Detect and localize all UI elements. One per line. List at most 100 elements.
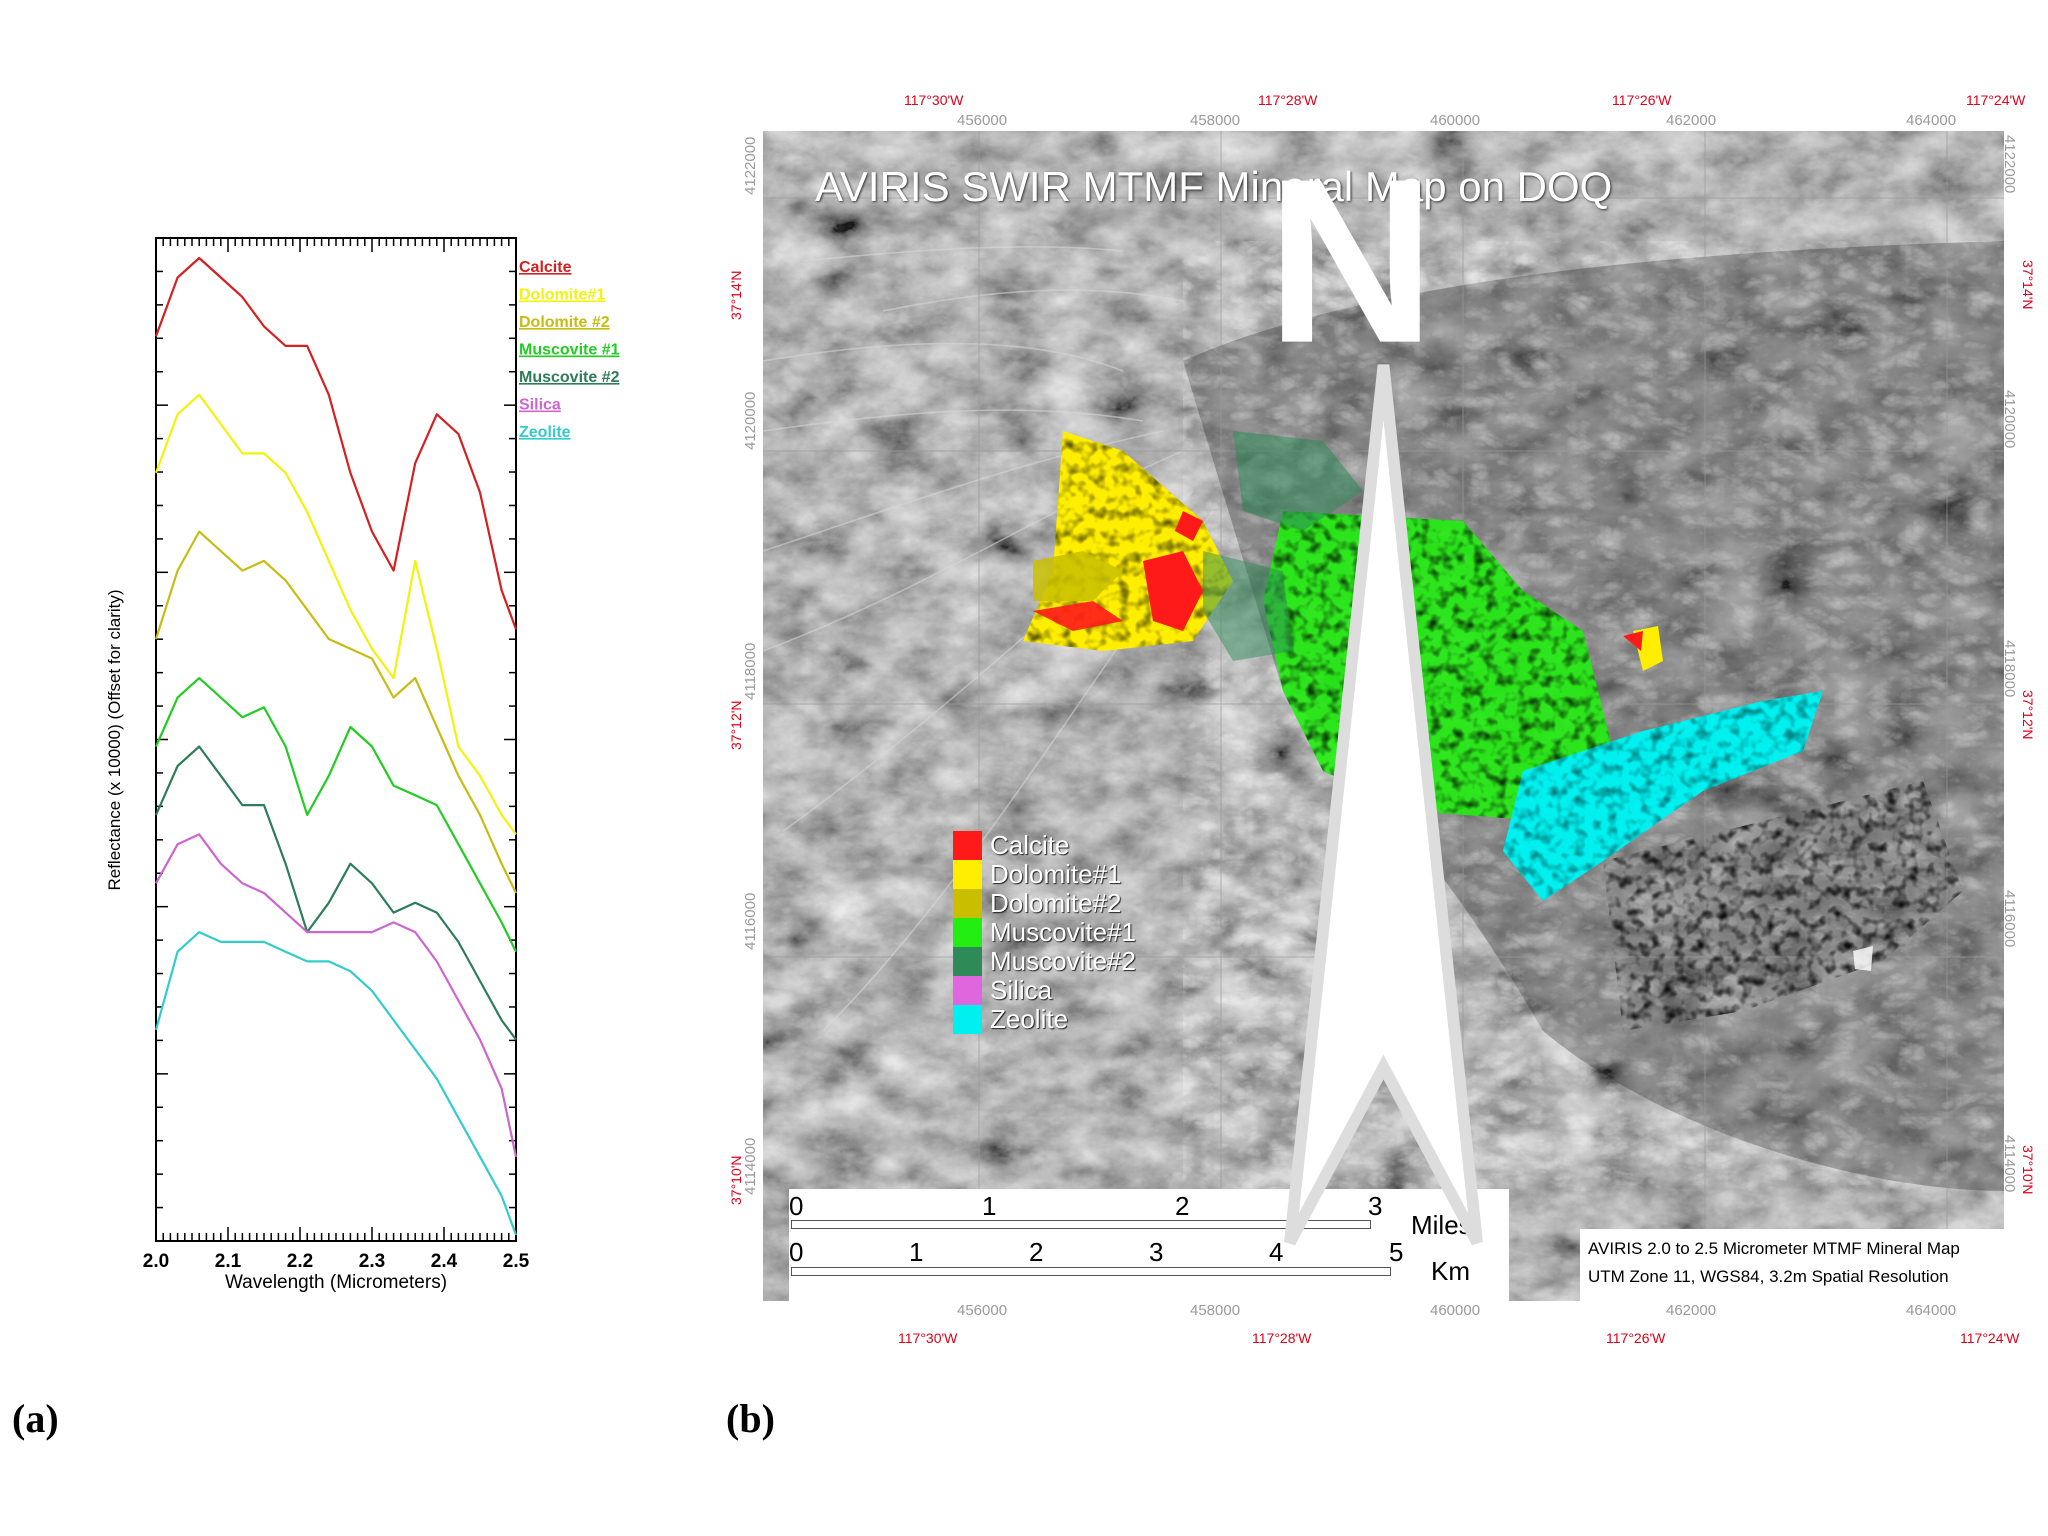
info-line-1: AVIRIS 2.0 to 2.5 Micrometer MTMF Minera… <box>1588 1239 1960 1258</box>
legend-label: Zeolite <box>990 1004 1069 1034</box>
legend-entry: Muscovite #2 <box>519 369 620 386</box>
series-line-muscovite-1 <box>154 677 517 953</box>
y-axis-label: Reflectance (x 10000) (Offset for clarit… <box>105 589 124 890</box>
northing-label: 4118000 <box>2001 640 2018 698</box>
longitude-label: 117°30'W <box>898 1330 958 1346</box>
series-line-dolomite-1 <box>154 393 517 836</box>
easting-label: 464000 <box>1906 1302 1957 1319</box>
legend-label: Dolomite#2 <box>990 888 1122 918</box>
north-arrow-icon: N <box>1267 131 1483 1246</box>
legend-swatch <box>953 947 982 976</box>
x-tick-label: 2.5 <box>503 1251 530 1272</box>
panel-a-label: (a) <box>12 1396 59 1441</box>
map-legend-item: Zeolite <box>953 1005 1136 1034</box>
x-tick-label: 2.0 <box>143 1251 169 1272</box>
legend-swatch <box>953 860 982 889</box>
map-legend-item: Dolomite#2 <box>953 889 1136 918</box>
legend-swatch <box>953 918 982 947</box>
northing-label: 4116000 <box>742 892 759 950</box>
longitude-label: 117°26'W <box>1612 92 1672 108</box>
miles-bar <box>791 1220 1371 1229</box>
km-unit-label: Km <box>1431 1256 1470 1286</box>
northing-label: 4114000 <box>742 1137 759 1195</box>
easting-label: 462000 <box>1666 1302 1717 1319</box>
plot-frame <box>155 237 517 1242</box>
miles-tick-label: 2 <box>1175 1191 1190 1221</box>
legend-entry: Muscovite #1 <box>519 342 620 359</box>
map-title: AVIRIS SWIR MTMF Mineral Map on DOQ <box>815 163 1613 210</box>
legend-label: Calcite <box>990 830 1070 860</box>
latitude-label: 37°14'N <box>2020 260 2036 310</box>
easting-label: 464000 <box>1906 112 1957 129</box>
northing-label: 4120000 <box>742 391 759 450</box>
km-tick-label: 5 <box>1389 1237 1404 1267</box>
legend-swatch <box>953 976 982 1005</box>
legend-entry: Silica <box>519 397 561 414</box>
legend-entry: Calcite <box>519 259 572 276</box>
latitude-label: 37°12'N <box>728 700 744 750</box>
northing-label: 4114000 <box>2001 1135 2018 1193</box>
easting-label: 462000 <box>1666 112 1717 129</box>
km-tick-label: 3 <box>1149 1237 1164 1267</box>
series-line-muscovite-2 <box>154 745 517 1041</box>
legend-label: Muscovite#1 <box>990 917 1136 947</box>
x-tick-label: 2.4 <box>431 1251 458 1272</box>
legend-swatch <box>953 831 982 860</box>
longitude-label: 117°24'W <box>1960 1330 2020 1346</box>
map-legend-item: Silica <box>953 976 1136 1005</box>
north-label: N <box>1267 131 1436 392</box>
mineral-map: AVIRIS SWIR MTMF Mineral Map on DOQ Calc… <box>763 131 2004 1301</box>
series-line-silica <box>155 833 518 1158</box>
miles-tick-label: 1 <box>982 1191 997 1221</box>
series-line-zeolite <box>154 931 518 1236</box>
easting-label: 460000 <box>1430 1302 1481 1319</box>
km-tick-label: 0 <box>789 1237 804 1267</box>
km-tick-label: 1 <box>909 1237 924 1267</box>
legend-label: Dolomite#1 <box>990 859 1122 889</box>
map-legend: Calcite Dolomite#1 Dolomite#2 Muscovite#1 Mu… <box>953 831 1136 1034</box>
longitude-label: 117°26'W <box>1606 1330 1666 1346</box>
easting-label: 460000 <box>1430 112 1481 129</box>
km-tick-label: 2 <box>1029 1237 1044 1267</box>
map-legend-item: Muscovite#2 <box>953 947 1136 976</box>
miles-tick-label: 0 <box>789 1191 804 1221</box>
x-tick-label: 2.2 <box>287 1251 313 1272</box>
map-info-box: AVIRIS 2.0 to 2.5 Micrometer MTMF Minera… <box>1580 1229 2004 1301</box>
latitude-label: 37°12'N <box>2020 690 2036 740</box>
legend-label: Silica <box>990 975 1053 1005</box>
legend-entry: Zeolite <box>519 424 571 441</box>
northing-label: 4120000 <box>2001 390 2018 449</box>
miles-tick-label: 3 <box>1368 1191 1383 1221</box>
series-line-dolomite-2 <box>154 530 517 894</box>
legend-swatch <box>953 1005 982 1034</box>
panel-b-label: (b) <box>726 1396 775 1441</box>
plot-ticks <box>155 237 517 1242</box>
legend-entry: Dolomite#1 <box>519 287 605 304</box>
longitude-label: 117°28'W <box>1252 1330 1312 1346</box>
x-tick-labels: 2.0 2.1 2.2 2.3 2.4 2.5 <box>143 1251 530 1272</box>
info-line-2: UTM Zone 11, WGS84, 3.2m Spatial Resolut… <box>1588 1267 1949 1286</box>
longitude-label: 117°24'W <box>1966 92 2026 108</box>
plot-legend: Calcite Dolomite#1 Dolomite #2 Muscovite #1… <box>519 259 620 441</box>
easting-label: 456000 <box>957 112 1008 129</box>
latitude-label: 37°10'N <box>2020 1145 2036 1195</box>
map-legend-item: Dolomite#1 <box>953 860 1136 889</box>
easting-label: 458000 <box>1190 1302 1241 1319</box>
x-tick-label: 2.1 <box>215 1251 242 1272</box>
x-axis-label: Wavelength (Micrometers) <box>225 1272 447 1293</box>
northing-label: 4118000 <box>742 642 759 700</box>
northing-label: 4116000 <box>2001 890 2018 948</box>
easting-label: 456000 <box>957 1302 1008 1319</box>
legend-label: Muscovite#2 <box>990 946 1136 976</box>
spectral-plot: 2.0 2.1 2.2 2.3 2.4 2.5 Wavelength (Micromete… <box>105 237 620 1293</box>
map-legend-item: Muscovite#1 <box>953 918 1136 947</box>
longitude-label: 117°30'W <box>904 92 964 108</box>
legend-swatch <box>953 889 982 918</box>
longitude-label: 117°28'W <box>1258 92 1318 108</box>
northing-label: 4122000 <box>2001 135 2018 194</box>
plot-series <box>154 256 518 1236</box>
km-tick-label: 4 <box>1269 1237 1284 1267</box>
legend-entry: Dolomite #2 <box>519 314 610 331</box>
northing-label: 4122000 <box>742 136 759 195</box>
